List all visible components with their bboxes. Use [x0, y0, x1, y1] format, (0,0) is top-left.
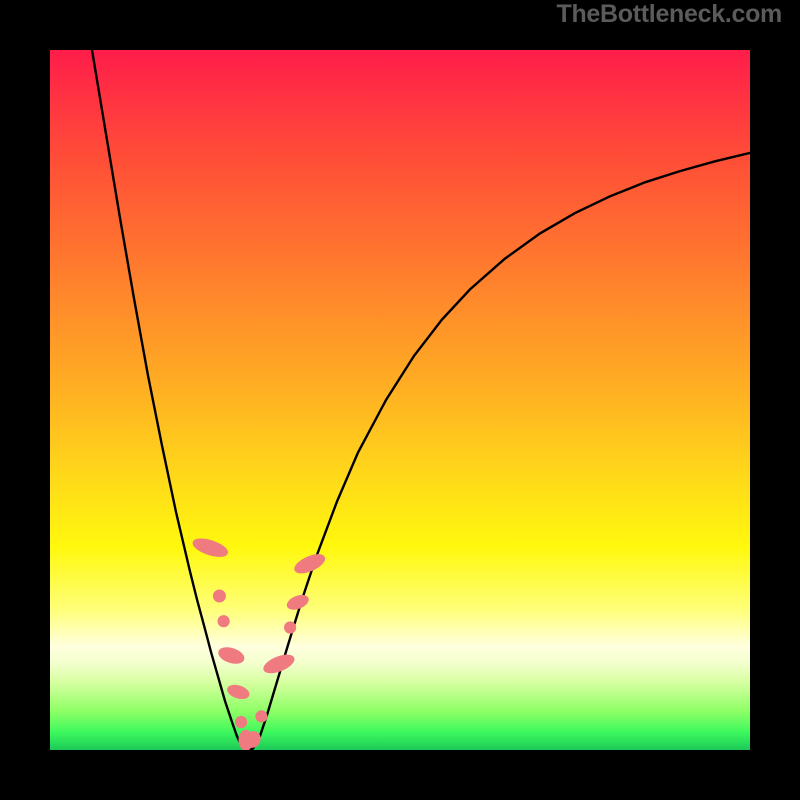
curve-left-branch	[92, 50, 246, 750]
watermark-text: TheBottleneck.com	[556, 0, 782, 29]
plot-area	[50, 50, 750, 750]
curve-marker	[285, 593, 310, 612]
curve-layer	[50, 50, 750, 750]
curve-marker	[213, 590, 225, 602]
curve-marker	[226, 683, 251, 701]
chart-container: TheBottleneck.com	[0, 0, 800, 800]
curve-marker	[236, 716, 247, 727]
curve-marker	[191, 535, 230, 559]
curve-markers	[191, 535, 327, 750]
curve-marker	[285, 622, 296, 633]
curve-marker	[217, 645, 246, 666]
curve-marker	[218, 616, 229, 627]
curve-right-branch	[246, 153, 750, 750]
curve-marker	[256, 711, 267, 722]
